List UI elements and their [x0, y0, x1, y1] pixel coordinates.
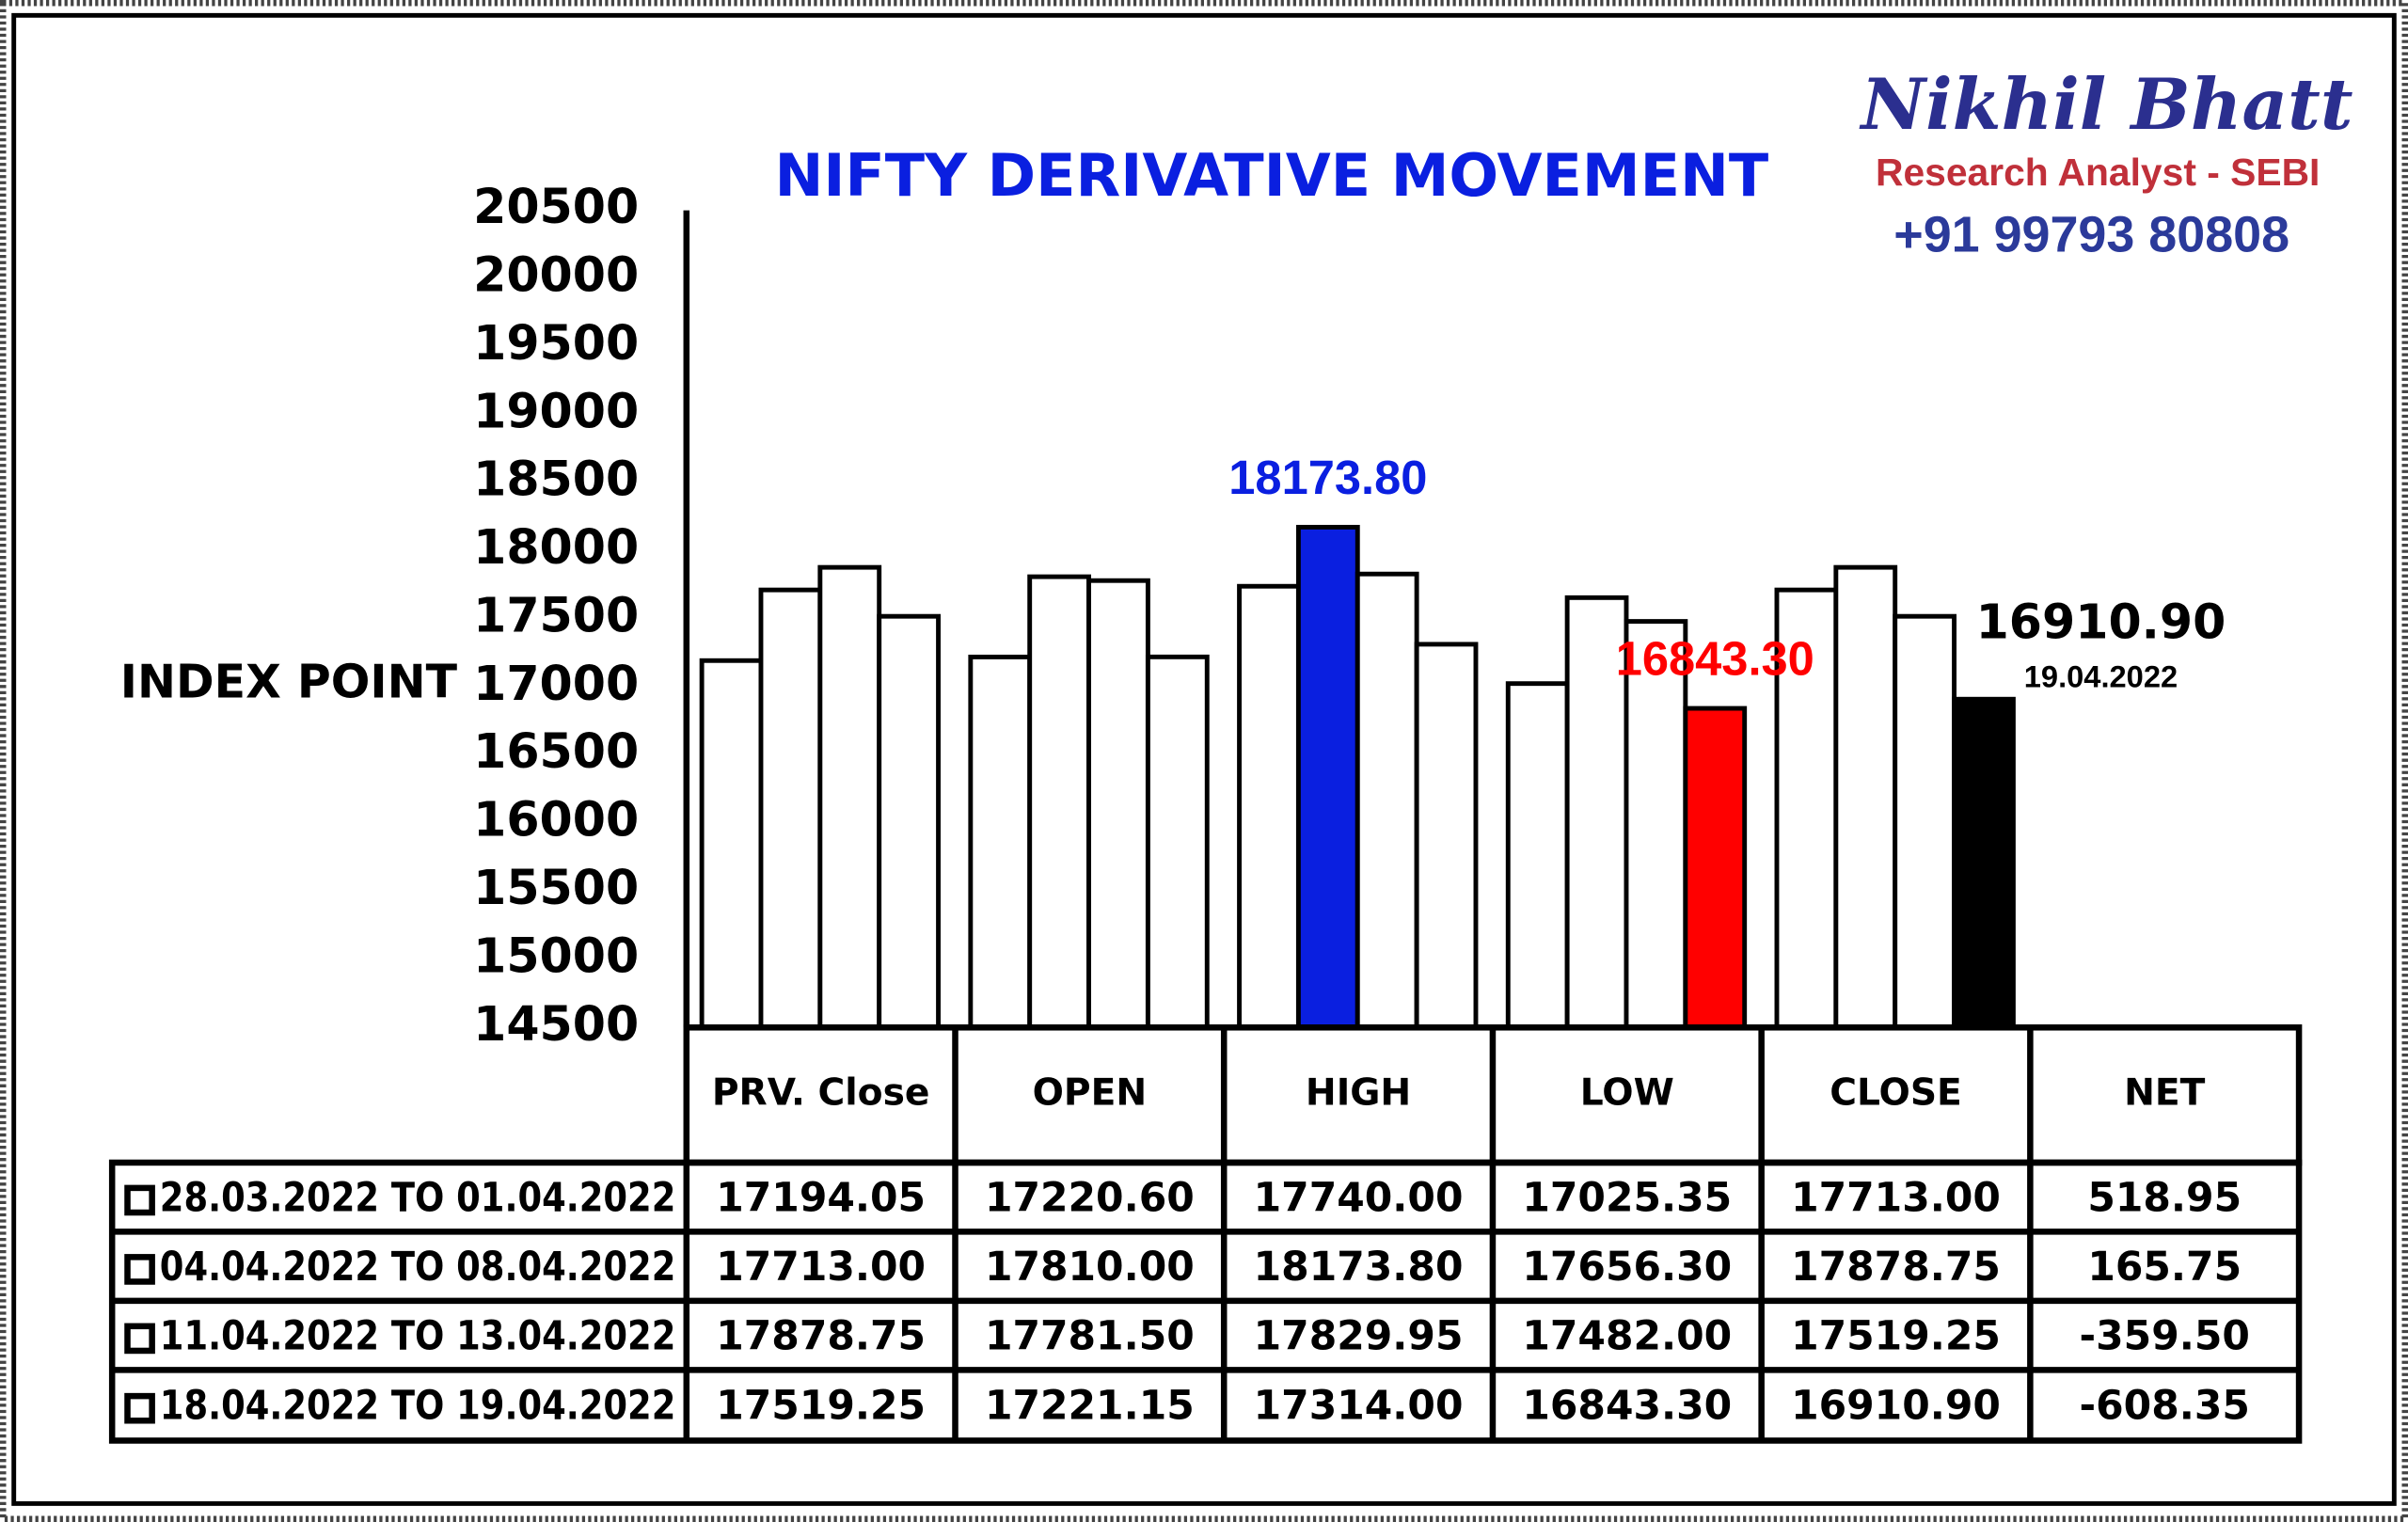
brand-role: Research Analyst - SEBI	[1876, 151, 2320, 194]
y-tick-label: 16500	[473, 723, 639, 779]
row-label: 28.03.2022 TO 01.04.2022	[160, 1175, 676, 1221]
y-tick-label: 20000	[473, 247, 639, 303]
bar	[1414, 642, 1479, 1030]
y-tick-label: 14500	[473, 996, 639, 1052]
table-cell: 17025.35	[1522, 1175, 1732, 1221]
value-label: 18173.80	[1228, 451, 1427, 504]
row-bullet	[124, 1392, 155, 1424]
table-cell: 17713.00	[716, 1245, 926, 1291]
column-header: PRV. Close	[712, 1072, 930, 1115]
row-label: 18.04.2022 TO 19.04.2022	[160, 1384, 676, 1430]
bar	[1237, 583, 1301, 1030]
column-header: CLOSE	[1830, 1072, 1962, 1115]
bar	[1354, 571, 1419, 1030]
table-cell: 17810.00	[985, 1245, 1195, 1291]
table-cell: 17194.05	[716, 1175, 926, 1221]
y-tick-label: 15500	[473, 860, 639, 915]
table-cell: 17740.00	[1254, 1175, 1464, 1221]
value-label: 16843.30	[1616, 631, 1814, 685]
bar	[1833, 564, 1898, 1030]
y-tick-label: 19000	[473, 383, 639, 438]
bar	[968, 654, 1033, 1030]
y-tick-label: 18000	[473, 519, 639, 575]
bar	[1624, 619, 1688, 1030]
column-header: LOW	[1580, 1072, 1674, 1115]
y-tick-label: 17000	[473, 656, 639, 711]
table-cell: 17519.25	[1791, 1313, 2001, 1359]
row-bullet	[124, 1254, 155, 1285]
table-cell: 17220.60	[985, 1175, 1195, 1221]
bar	[1295, 524, 1360, 1030]
table-cell: 518.95	[2087, 1175, 2242, 1221]
y-tick-label: 15000	[473, 927, 639, 983]
y-axis-label: INDEX POINT	[120, 656, 458, 709]
value-label: 16910.90	[1976, 594, 2226, 649]
table-cell: 17519.25	[716, 1384, 926, 1430]
y-tick-label: 20500	[473, 179, 639, 234]
table-cell: 17829.95	[1254, 1313, 1464, 1359]
table-cell: 17781.50	[985, 1313, 1195, 1359]
bar	[1145, 654, 1210, 1030]
bar	[1027, 574, 1091, 1030]
table-cell: -359.50	[2080, 1313, 2250, 1359]
table-cell: 16910.90	[1791, 1384, 2001, 1430]
row-bullet	[124, 1323, 155, 1355]
y-tick-label: 19500	[473, 315, 639, 371]
column-header: HIGH	[1306, 1072, 1411, 1115]
bar	[817, 564, 882, 1030]
bar	[1952, 696, 2016, 1030]
table-cell: 17656.30	[1522, 1245, 1732, 1291]
bar	[1505, 681, 1570, 1030]
table-cell: 18173.80	[1254, 1245, 1464, 1291]
row-label: 04.04.2022 TO 08.04.2022	[160, 1245, 676, 1291]
bar	[1086, 578, 1150, 1030]
table-cell: 17713.00	[1791, 1175, 2001, 1221]
chart-title: NIFTY DERIVATIVE MOVEMENT	[774, 141, 1768, 210]
table-cell: 165.75	[2087, 1245, 2242, 1291]
bar	[1893, 613, 1956, 1030]
bar	[1683, 706, 1748, 1030]
table-cell: 16843.30	[1522, 1384, 1732, 1430]
bar	[699, 658, 764, 1030]
brand-name: Nikhil Bhatt	[1859, 62, 2353, 146]
bar	[758, 587, 823, 1030]
table-cell: -608.35	[2080, 1384, 2250, 1430]
y-tick-label: 17500	[473, 587, 639, 642]
table-cell: 17314.00	[1254, 1384, 1464, 1430]
table-cell: 17878.75	[1791, 1245, 2001, 1291]
y-tick-label: 18500	[473, 452, 639, 507]
table-cell: 17482.00	[1522, 1313, 1732, 1359]
y-tick-label: 16000	[473, 792, 639, 848]
table-cell: 17221.15	[985, 1384, 1195, 1430]
date-annotation: 19.04.2022	[2024, 659, 2178, 694]
bar	[877, 613, 941, 1030]
column-header: OPEN	[1033, 1072, 1148, 1115]
row-bullet	[124, 1184, 155, 1216]
column-header: NET	[2124, 1072, 2206, 1115]
brand-phone: +91 99793 80808	[1893, 206, 2289, 262]
table-cell: 17878.75	[716, 1313, 926, 1359]
row-label: 11.04.2022 TO 13.04.2022	[160, 1313, 676, 1359]
